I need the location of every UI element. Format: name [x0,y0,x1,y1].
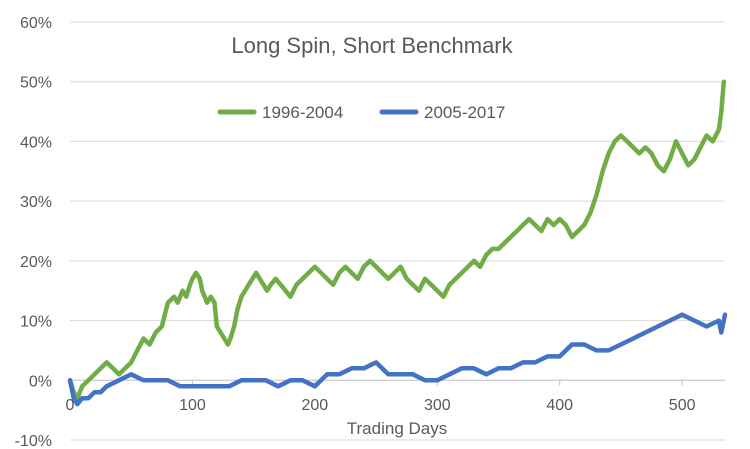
chart-title: Long Spin, Short Benchmark [231,33,513,58]
gridlines [70,21,725,441]
x-tick-label: 400 [546,397,573,414]
y-tick-label: 0% [29,373,52,390]
legend: 1996-2004 2005-2017 [217,103,505,122]
y-tick-label: 60% [20,15,52,32]
series-line-2005-2017 [67,312,728,407]
y-tick-label: 10% [20,314,52,331]
y-tick-label: 50% [20,75,52,92]
x-axis-title: Trading Days [347,419,447,438]
x-tick-label: 300 [424,397,451,414]
x-tick-label: 200 [302,397,329,414]
x-tick-label: 0 [66,397,75,414]
legend-label-1996-2004: 1996-2004 [262,103,343,122]
x-tick-label: 100 [179,397,206,414]
tick-labels: -10% 0% 10% 20% 30% 40% 50% 60% 0 100 200 300 400 500 [15,15,696,449]
x-tick-label: 500 [669,397,696,414]
y-tick-label: 30% [20,194,52,211]
y-tick-label: 20% [20,254,52,271]
legend-label-2005-2017: 2005-2017 [424,103,505,122]
series-lines [67,79,728,407]
series-line-1996-2004 [67,79,727,401]
y-tick-label: -10% [15,433,52,449]
y-tick-label: 40% [20,134,52,151]
